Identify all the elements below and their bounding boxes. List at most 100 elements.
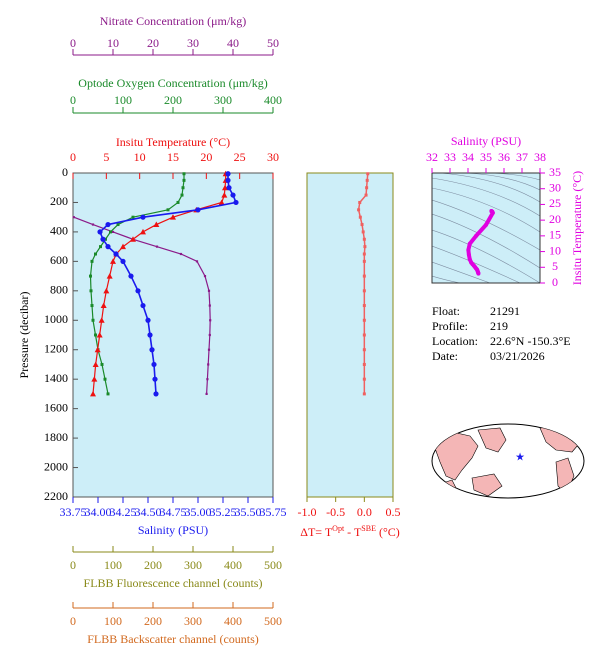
point bbox=[490, 210, 495, 215]
tick-label: 35.50 bbox=[235, 505, 262, 519]
tick-label: 15 bbox=[167, 150, 179, 164]
tick-label: 500 bbox=[264, 558, 282, 572]
tick-label: 0.5 bbox=[386, 505, 401, 519]
point bbox=[100, 362, 104, 366]
point bbox=[474, 233, 479, 238]
point bbox=[140, 228, 146, 235]
plot-background bbox=[72, 172, 274, 498]
tick-label: 10 bbox=[134, 150, 146, 164]
y-axis-title: Pressure (decibar) bbox=[17, 292, 31, 379]
y-tick-label: 1400 bbox=[44, 371, 68, 385]
tick-label: 30 bbox=[549, 180, 561, 194]
point bbox=[225, 177, 231, 183]
point bbox=[92, 361, 99, 367]
y-tick-label: 600 bbox=[50, 253, 68, 267]
tick-label: 100 bbox=[104, 558, 122, 572]
tick-label: 34.00 bbox=[85, 505, 112, 519]
tick-label: 400 bbox=[264, 93, 282, 107]
point bbox=[208, 304, 211, 307]
tick-label: 100 bbox=[114, 93, 132, 107]
profile-line bbox=[73, 216, 211, 394]
info-label: Profile: bbox=[432, 319, 468, 333]
point bbox=[140, 302, 146, 309]
tick-label: 35 bbox=[549, 165, 561, 179]
point bbox=[116, 223, 120, 227]
axis-title-part: - T bbox=[344, 525, 362, 539]
delta-line bbox=[357, 173, 369, 394]
axis-title-part: Opt bbox=[332, 524, 345, 533]
info-value: 21291 bbox=[490, 304, 520, 318]
point bbox=[207, 363, 210, 366]
point bbox=[97, 229, 103, 235]
point bbox=[225, 171, 231, 177]
point bbox=[90, 259, 94, 263]
point bbox=[94, 333, 97, 337]
tick-label: 0 bbox=[70, 150, 76, 164]
point bbox=[362, 377, 366, 381]
tick-label: 20 bbox=[549, 212, 561, 226]
tick-label: 33.75 bbox=[60, 505, 87, 519]
tick-label: 50 bbox=[267, 36, 279, 50]
point bbox=[209, 319, 212, 322]
tick-label: 0 bbox=[70, 36, 76, 50]
tick-label: 0 bbox=[70, 614, 76, 628]
tick-label: 200 bbox=[144, 614, 162, 628]
point bbox=[100, 302, 107, 309]
y-tick-label: 400 bbox=[50, 224, 68, 238]
point bbox=[205, 392, 208, 396]
point bbox=[362, 289, 366, 293]
axis-title: Nitrate Concentration (μm/kg) bbox=[100, 14, 246, 28]
point bbox=[484, 222, 488, 227]
tick-label: 0 bbox=[70, 93, 76, 107]
tick-label: 100 bbox=[104, 614, 122, 628]
point bbox=[364, 193, 368, 197]
point bbox=[166, 208, 170, 212]
point bbox=[195, 260, 199, 263]
point bbox=[365, 186, 369, 190]
info-label: Float: bbox=[432, 304, 460, 318]
point bbox=[362, 362, 366, 366]
point bbox=[233, 199, 239, 206]
point bbox=[89, 289, 93, 293]
point bbox=[362, 274, 366, 278]
point bbox=[91, 223, 95, 226]
axis-title: Salinity (PSU) bbox=[451, 134, 521, 148]
tick-label: 0 bbox=[70, 558, 76, 572]
point bbox=[362, 333, 366, 337]
point bbox=[105, 244, 111, 250]
point bbox=[170, 214, 176, 220]
tick-label: 200 bbox=[144, 558, 162, 572]
y-tick-label: 2000 bbox=[44, 459, 68, 473]
point bbox=[155, 245, 159, 248]
ts-background bbox=[432, 173, 540, 283]
point bbox=[120, 258, 126, 264]
tick-label: 38 bbox=[534, 150, 546, 164]
point bbox=[362, 348, 366, 352]
tick-label: 15 bbox=[549, 228, 561, 242]
point bbox=[195, 207, 201, 213]
point bbox=[131, 215, 135, 219]
point bbox=[94, 346, 101, 353]
point bbox=[110, 258, 116, 264]
point bbox=[180, 193, 184, 197]
tick-label: 34.75 bbox=[160, 505, 187, 519]
point bbox=[109, 230, 112, 234]
point bbox=[91, 376, 98, 382]
point bbox=[207, 289, 211, 292]
point bbox=[230, 192, 236, 198]
point bbox=[145, 317, 151, 323]
tick-label: 10 bbox=[549, 243, 561, 257]
point bbox=[366, 172, 370, 176]
point bbox=[72, 216, 75, 219]
point bbox=[358, 200, 362, 204]
tick-label: 300 bbox=[184, 614, 202, 628]
tick-label: 400 bbox=[224, 558, 242, 572]
tick-label: 10 bbox=[107, 36, 119, 50]
tick-label: 200 bbox=[164, 93, 182, 107]
point bbox=[99, 245, 102, 249]
profile-line bbox=[92, 173, 227, 394]
tick-label: 20 bbox=[147, 36, 159, 50]
point bbox=[467, 257, 472, 262]
point bbox=[206, 378, 209, 381]
